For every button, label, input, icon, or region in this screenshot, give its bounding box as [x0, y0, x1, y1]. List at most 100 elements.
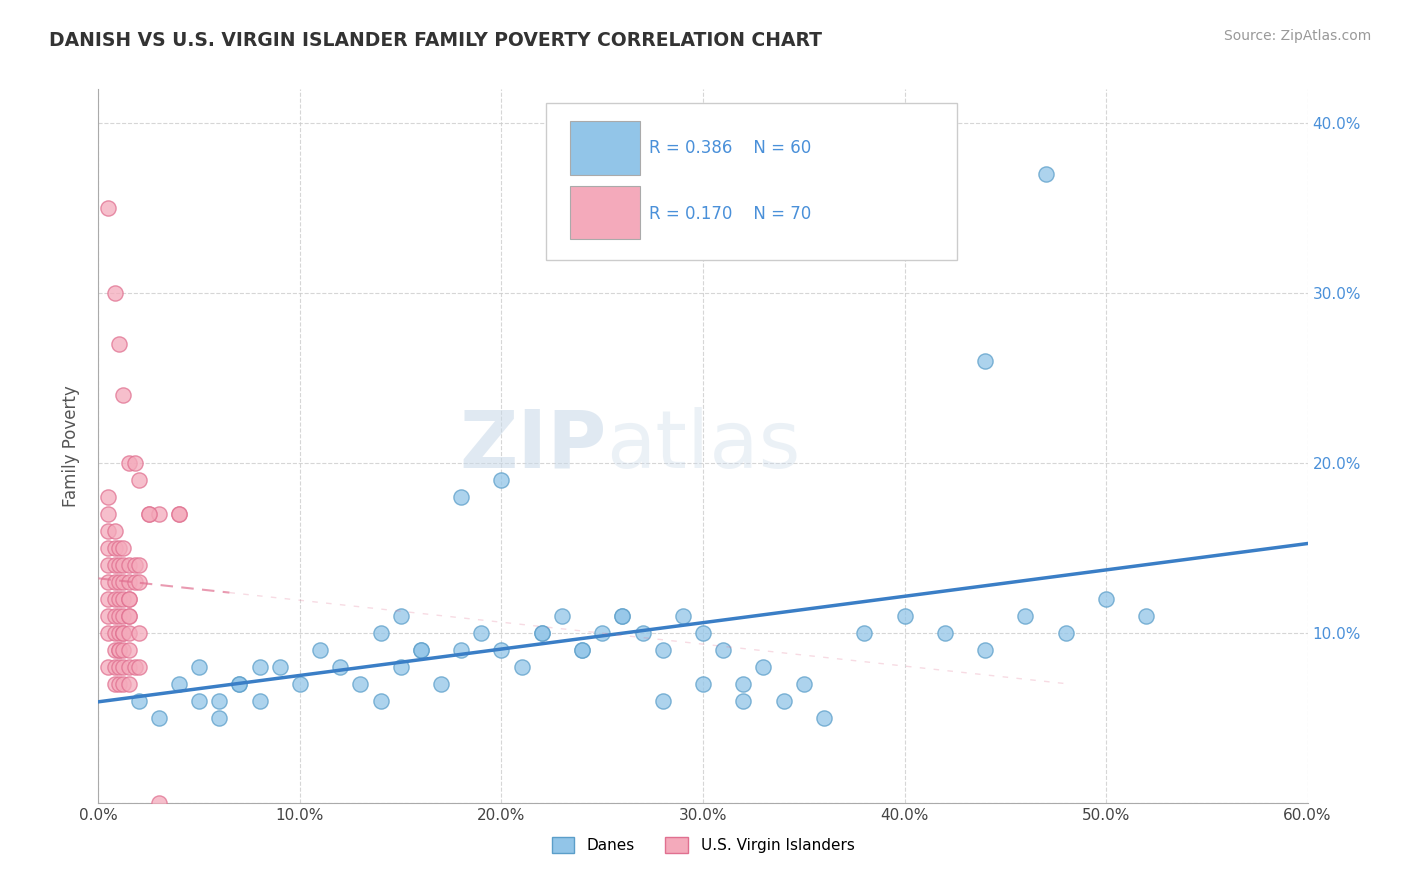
Point [491, 643, 513, 657]
Point [974, 354, 997, 368]
Point [97, 490, 120, 504]
Point [111, 608, 134, 623]
Point [118, 626, 141, 640]
Point [148, 507, 170, 521]
FancyBboxPatch shape [569, 186, 640, 239]
Point [934, 626, 956, 640]
Point [124, 456, 146, 470]
Point [97, 558, 120, 572]
Point [107, 643, 129, 657]
Point [118, 591, 141, 606]
Point [103, 626, 125, 640]
Text: R = 0.170    N = 70: R = 0.170 N = 70 [648, 205, 811, 223]
Point [651, 694, 673, 708]
Point [138, 507, 160, 521]
Point [450, 643, 472, 657]
Point [107, 643, 129, 657]
Point [228, 677, 250, 691]
Point [111, 541, 134, 555]
Point [107, 660, 129, 674]
Point [128, 694, 150, 708]
Point [430, 677, 453, 691]
Point [118, 591, 141, 606]
Point [329, 660, 352, 674]
Point [124, 574, 146, 589]
Point [510, 660, 533, 674]
Point [97, 507, 120, 521]
Point [651, 643, 673, 657]
Point [692, 626, 714, 640]
Y-axis label: Family Poverty: Family Poverty [62, 385, 80, 507]
Point [409, 643, 432, 657]
Text: R = 0.386    N = 60: R = 0.386 N = 60 [648, 139, 811, 157]
Point [893, 608, 915, 623]
Point [733, 694, 755, 708]
Point [571, 643, 593, 657]
Point [1135, 608, 1157, 623]
Legend: Danes, U.S. Virgin Islanders: Danes, U.S. Virgin Islanders [546, 831, 860, 859]
Point [530, 626, 553, 640]
Text: ZIP: ZIP [458, 407, 606, 485]
Point [103, 677, 125, 691]
Point [249, 660, 271, 674]
Point [97, 660, 120, 674]
Point [409, 643, 432, 657]
Point [128, 558, 150, 572]
Point [97, 541, 120, 555]
Point [1054, 626, 1077, 640]
Point [772, 694, 794, 708]
Point [103, 541, 125, 555]
Point [111, 558, 134, 572]
Point [107, 574, 129, 589]
Point [793, 677, 815, 691]
Point [128, 660, 150, 674]
Point [128, 473, 150, 487]
Text: DANISH VS U.S. VIRGIN ISLANDER FAMILY POVERTY CORRELATION CHART: DANISH VS U.S. VIRGIN ISLANDER FAMILY PO… [49, 31, 823, 50]
Text: Source: ZipAtlas.com: Source: ZipAtlas.com [1223, 29, 1371, 43]
Point [853, 626, 876, 640]
Point [349, 677, 371, 691]
Point [228, 677, 250, 691]
Point [1095, 591, 1118, 606]
Point [249, 694, 271, 708]
Point [672, 608, 695, 623]
Point [167, 507, 190, 521]
Point [118, 574, 141, 589]
Point [111, 574, 134, 589]
Point [208, 711, 231, 725]
Point [813, 711, 835, 725]
Point [1014, 608, 1036, 623]
FancyBboxPatch shape [546, 103, 957, 260]
Point [103, 574, 125, 589]
Point [103, 524, 125, 538]
Point [370, 626, 392, 640]
Point [107, 558, 129, 572]
Point [118, 608, 141, 623]
Point [148, 796, 170, 810]
Point [530, 626, 553, 640]
Point [111, 591, 134, 606]
Point [107, 608, 129, 623]
Point [389, 608, 412, 623]
Point [103, 558, 125, 572]
Point [118, 456, 141, 470]
Point [752, 660, 775, 674]
Point [128, 574, 150, 589]
Point [107, 591, 129, 606]
Point [111, 677, 134, 691]
Point [138, 507, 160, 521]
Point [269, 660, 291, 674]
Point [148, 711, 170, 725]
Point [631, 626, 654, 640]
Point [188, 694, 211, 708]
Point [97, 201, 120, 215]
Point [111, 660, 134, 674]
Point [111, 643, 134, 657]
Point [111, 388, 134, 402]
Point [389, 660, 412, 674]
Point [711, 643, 734, 657]
Point [692, 677, 714, 691]
Point [107, 337, 129, 351]
Point [103, 608, 125, 623]
Point [491, 473, 513, 487]
